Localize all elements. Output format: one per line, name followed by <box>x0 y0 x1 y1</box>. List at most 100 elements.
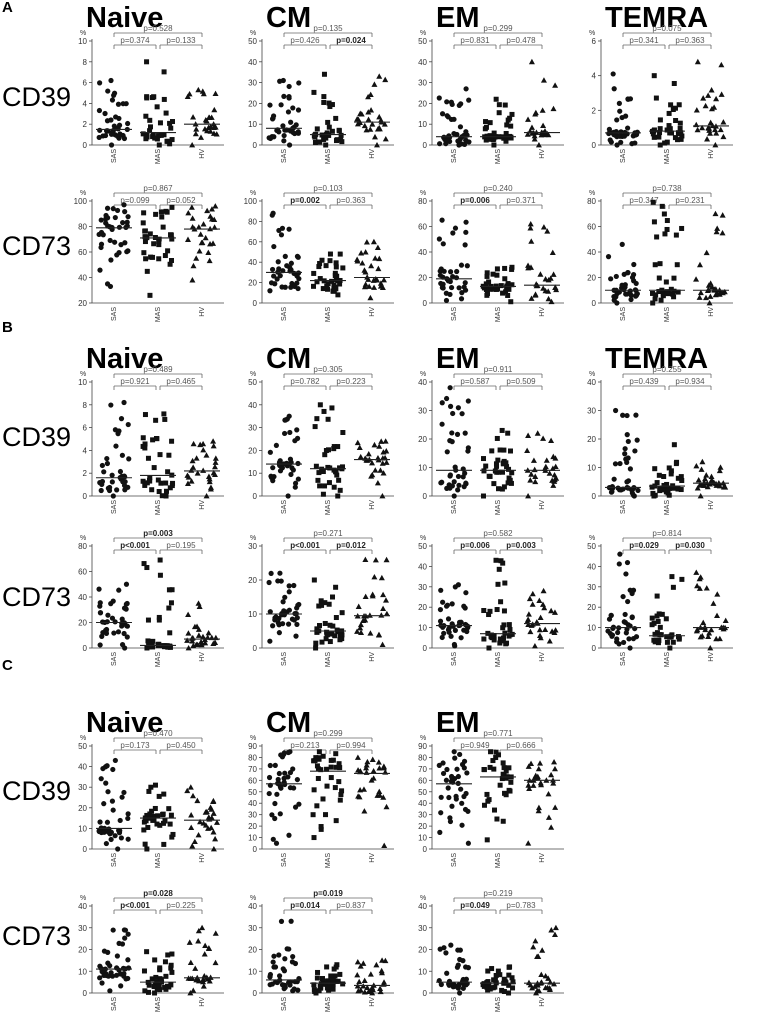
data-point-mas <box>484 273 490 279</box>
data-point-mas <box>669 574 675 580</box>
data-point-hv <box>357 621 364 628</box>
data-point-mas <box>326 480 332 486</box>
data-point-mas <box>323 448 329 454</box>
data-point-hv <box>535 765 542 772</box>
data-point-mas <box>170 119 176 125</box>
data-point-hv <box>211 106 218 113</box>
data-point-mas <box>656 275 662 281</box>
data-point-sas <box>101 829 107 835</box>
data-point-sas <box>277 78 283 84</box>
data-point-mas <box>141 968 147 974</box>
data-point-mas <box>670 107 676 113</box>
data-point-mas <box>502 102 508 108</box>
data-point-sas <box>633 412 639 418</box>
data-point-hv <box>354 754 361 760</box>
data-point-mas <box>331 484 337 490</box>
p-bracket-mas-hv-label: p=0.450 <box>166 741 196 750</box>
data-point-hv <box>189 142 196 148</box>
y-tick-label: 2 <box>83 469 88 478</box>
data-point-mas <box>323 981 329 987</box>
data-point-sas <box>461 793 467 800</box>
data-point-mas <box>654 613 660 619</box>
data-point-sas <box>452 225 459 231</box>
data-point-sas <box>101 948 108 954</box>
data-point-mas <box>150 131 156 137</box>
data-point-mas <box>333 286 339 292</box>
data-point-sas <box>455 473 462 480</box>
data-point-sas <box>620 412 626 418</box>
data-point-sas <box>122 209 128 215</box>
y-unit-label: % <box>80 535 86 542</box>
data-point-mas <box>503 768 509 774</box>
data-point-mas <box>315 766 321 772</box>
data-point-hv <box>708 473 715 480</box>
data-point-hv <box>354 958 361 965</box>
y-tick-label: 30 <box>248 811 257 820</box>
data-point-mas <box>321 99 327 105</box>
data-point-hv <box>374 244 381 251</box>
data-point-sas <box>464 628 470 635</box>
data-point-sas <box>461 765 467 771</box>
data-point-sas <box>120 101 126 107</box>
data-point-hv <box>189 277 196 283</box>
y-tick-label: 40 <box>587 378 596 387</box>
p-bracket-sas-mas-label: p=0.173 <box>120 741 150 750</box>
data-point-sas <box>107 963 113 969</box>
data-point-sas <box>118 416 125 422</box>
data-point-sas <box>295 270 302 276</box>
data-point-sas <box>294 776 300 783</box>
data-point-sas <box>115 101 122 107</box>
data-point-mas <box>324 964 330 970</box>
x-category-label: SAS <box>281 853 288 867</box>
y-unit-label: % <box>250 535 256 542</box>
p-bracket-mas-hv-label: p=0.225 <box>166 901 196 910</box>
y-tick-label: 20 <box>418 946 427 955</box>
data-point-mas <box>665 486 671 492</box>
data-point-hv <box>184 93 191 100</box>
data-point-hv <box>530 944 537 950</box>
data-point-mas <box>657 142 663 148</box>
data-point-mas <box>506 972 512 978</box>
data-point-mas <box>317 139 323 145</box>
data-point-mas <box>150 638 156 644</box>
data-point-hv <box>378 967 385 974</box>
data-point-hv <box>201 126 208 132</box>
data-point-hv <box>189 223 196 230</box>
data-point-sas <box>440 770 447 777</box>
data-point-mas <box>314 975 320 981</box>
data-point-mas <box>158 977 164 983</box>
data-point-hv <box>695 476 702 483</box>
data-point-mas <box>157 987 163 993</box>
data-point-sas <box>280 123 286 129</box>
data-point-sas <box>111 90 118 96</box>
data-point-sas <box>269 812 275 818</box>
data-point-hv <box>693 276 700 282</box>
data-point-sas <box>463 129 469 135</box>
data-point-mas <box>486 473 492 479</box>
data-point-sas <box>99 462 105 469</box>
data-point-hv <box>357 625 364 631</box>
data-point-mas <box>507 626 513 632</box>
y-tick-label: 10 <box>418 624 427 633</box>
data-point-sas <box>117 817 123 824</box>
data-point-hv <box>713 130 720 136</box>
y-unit-label: % <box>420 535 426 542</box>
data-point-mas <box>500 560 506 566</box>
y-tick-label: 40 <box>587 562 596 571</box>
data-point-mas <box>146 989 152 995</box>
data-point-mas <box>335 444 341 450</box>
data-point-hv <box>535 804 542 811</box>
y-tick-label: 0 <box>83 644 88 653</box>
data-point-mas <box>660 487 666 493</box>
x-category-label: HV <box>199 500 206 510</box>
data-point-sas <box>104 819 111 825</box>
data-point-hv <box>379 641 386 647</box>
data-point-hv <box>184 480 191 486</box>
data-point-sas <box>112 757 118 764</box>
data-point-sas <box>281 968 288 974</box>
data-point-hv <box>206 475 213 482</box>
data-point-hv <box>379 460 386 466</box>
data-point-hv <box>693 569 700 575</box>
data-point-sas <box>290 129 296 136</box>
